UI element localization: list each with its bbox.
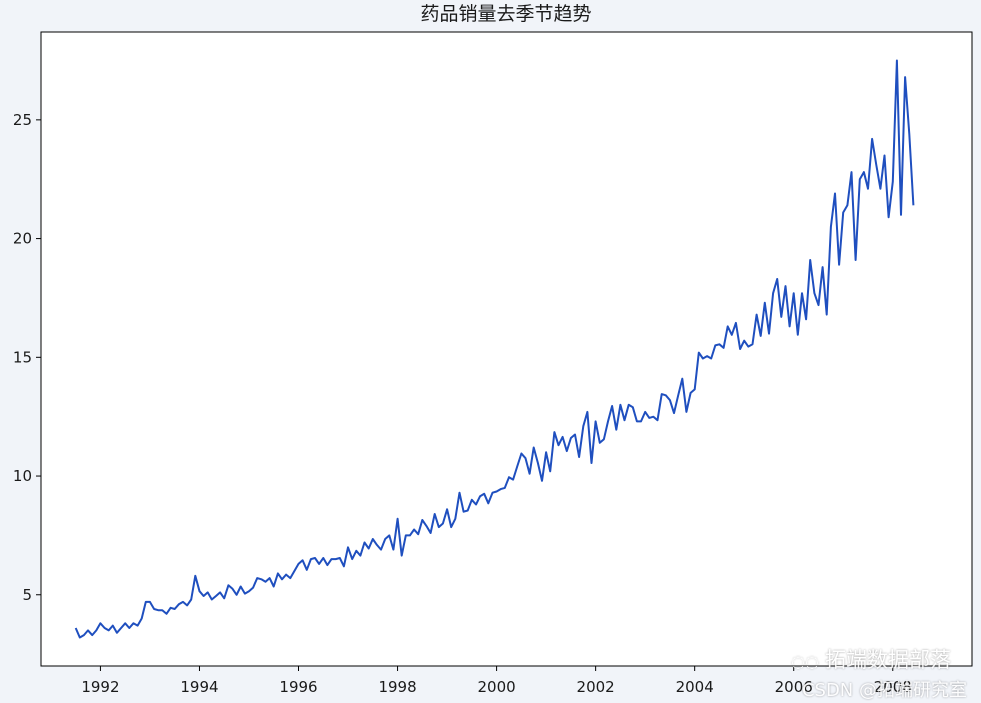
plot-area bbox=[40, 31, 973, 667]
y-tick-label: 5 bbox=[22, 586, 32, 604]
series-line bbox=[74, 59, 915, 639]
x-tick-label: 1998 bbox=[378, 678, 416, 696]
y-tick-label: 25 bbox=[13, 111, 32, 129]
watermark-brand-text: 拓端数据部落 bbox=[825, 648, 951, 672]
chart-title: 药品销量去季节趋势 bbox=[420, 3, 591, 25]
watermark-brand: ◌◌ 拓端数据部落 bbox=[791, 644, 951, 674]
y-tick-label: 15 bbox=[13, 348, 32, 366]
x-tick-label: 1996 bbox=[279, 678, 317, 696]
y-tick-label: 10 bbox=[13, 467, 32, 485]
x-tick-label: 1992 bbox=[81, 678, 119, 696]
x-tick-label: 2006 bbox=[775, 678, 813, 696]
x-tick-label: 2004 bbox=[676, 678, 714, 696]
y-axis: 5 10 15 20 25 bbox=[13, 111, 41, 604]
x-tick-label: 1994 bbox=[180, 678, 218, 696]
watermark-source: CSDN @拓端研究室 bbox=[801, 680, 967, 701]
wechat-icon: ◌◌ bbox=[791, 652, 819, 671]
y-tick-label: 20 bbox=[13, 230, 32, 248]
x-axis: 1992 1994 1996 1998 2000 2002 2004 2006 2008 bbox=[81, 666, 912, 696]
x-tick-label: 2002 bbox=[577, 678, 615, 696]
x-tick-label: 2008 bbox=[874, 678, 912, 696]
x-tick-label: 2000 bbox=[478, 678, 516, 696]
